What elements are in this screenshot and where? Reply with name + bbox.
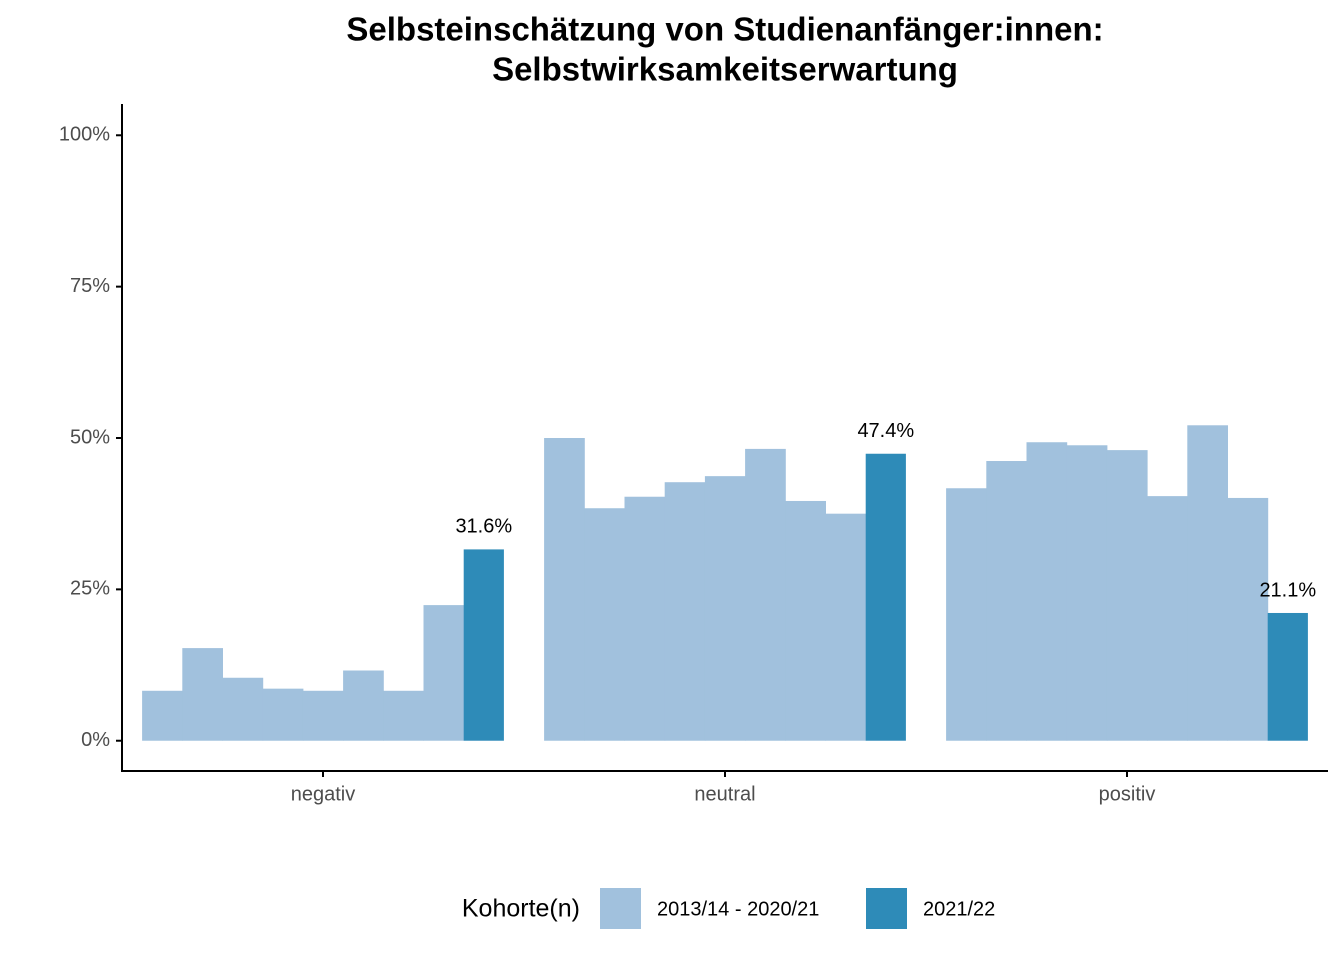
bar [1147,496,1188,741]
data-label: 21.1% [1259,579,1316,601]
bar [222,677,264,741]
bar [704,476,746,741]
bar [664,482,706,741]
bar [544,438,585,741]
bar [262,688,304,741]
data-label: 31.6% [455,516,512,538]
chart-title: Selbstwirksamkeitserwartung [492,51,958,88]
bar [785,500,826,741]
bar [302,690,344,741]
bar [142,690,183,741]
legend-label: 2021/22 [923,898,995,920]
legend-title: Kohorte(n) [462,895,580,923]
legend-label: 2013/14 - 2020/21 [657,898,819,920]
bar [986,461,1027,741]
y-tick-label: 0% [81,729,110,751]
bar [383,690,424,741]
y-tick-label: 75% [70,275,110,297]
bar [1026,442,1068,741]
x-tick-label: negativ [291,783,356,805]
bar [343,670,384,741]
y-tick-label: 50% [70,426,110,448]
bar [1187,425,1228,741]
data-label: 47.4% [857,420,914,442]
bar [1267,612,1308,741]
y-tick-label: 25% [70,578,110,600]
bar [584,508,625,741]
bar [1106,450,1148,741]
bar [463,549,504,741]
bar [1227,497,1269,741]
bar [865,453,906,741]
bar [423,605,465,741]
legend-swatch [600,888,641,929]
chart-title: Selbsteinschätzung von Studienanfänger:i… [346,11,1103,48]
legend-swatch [866,888,907,929]
y-tick-label: 100% [59,124,110,146]
bar [946,488,987,741]
bar [745,448,786,741]
bar [825,513,867,741]
x-tick-label: neutral [694,783,755,805]
bar [182,648,223,741]
bar [1066,445,1108,741]
bar [624,496,666,741]
x-tick-label: positiv [1099,783,1156,805]
